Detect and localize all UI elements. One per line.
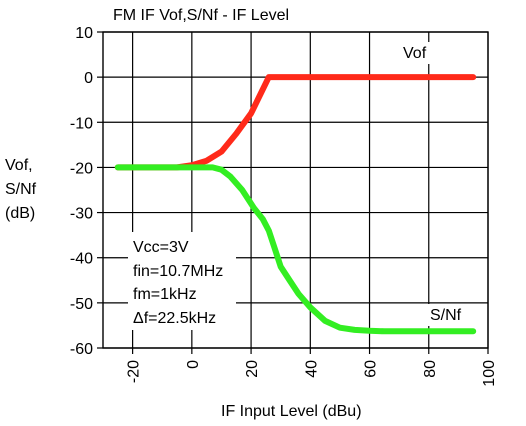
legend-vof-bg [398, 42, 440, 64]
y-tick-label: -40 [70, 251, 93, 268]
annotation-deviation: Δf=22.5kHz [133, 310, 216, 327]
x-tick-label: 40 [303, 360, 320, 378]
x-axis-label: IF Input Level (dBu) [221, 403, 362, 420]
x-tick-label: -20 [126, 360, 143, 383]
y-tick-label: -20 [70, 160, 93, 177]
y-tick-label: 10 [75, 25, 93, 42]
annotation-vcc: Vcc=3V [133, 239, 189, 256]
y-tick-label: -30 [70, 206, 93, 223]
x-axis-ticks: -20 0 20 40 60 80 100 [126, 348, 498, 387]
series-label-vof: Vof [403, 45, 427, 62]
x-tick-label: 20 [244, 360, 261, 378]
y-tick-label: -60 [70, 341, 93, 358]
x-tick-label: 60 [363, 360, 380, 378]
y-axis-label-line2: S/Nf [5, 181, 37, 198]
y-tick-label: -10 [70, 115, 93, 132]
y-tick-label: 0 [84, 70, 93, 87]
chart-title: FM IF Vof,S/Nf - IF Level [113, 7, 289, 24]
plot-frame [102, 31, 489, 349]
series-layer [114, 74, 477, 335]
series-label-snf: S/Nf [430, 307, 462, 324]
y-axis-label-line3: (dB) [5, 205, 35, 222]
y-axis-ticks: 10 0 -10 -20 -30 -40 -50 -60 [70, 25, 103, 358]
x-tick-label: 0 [185, 360, 202, 369]
y-tick-label: -50 [70, 296, 93, 313]
x-tick-label: 100 [481, 360, 498, 387]
x-tick-label: 80 [422, 360, 439, 378]
y-axis-label-line1: Vof, [5, 157, 33, 174]
annotation-fin: fin=10.7MHz [133, 263, 223, 280]
annotation-fm: fm=1kHz [133, 286, 197, 303]
legend-snf-bg [425, 304, 473, 326]
annotation-box [128, 232, 236, 330]
series-line-s-nf [114, 164, 477, 335]
